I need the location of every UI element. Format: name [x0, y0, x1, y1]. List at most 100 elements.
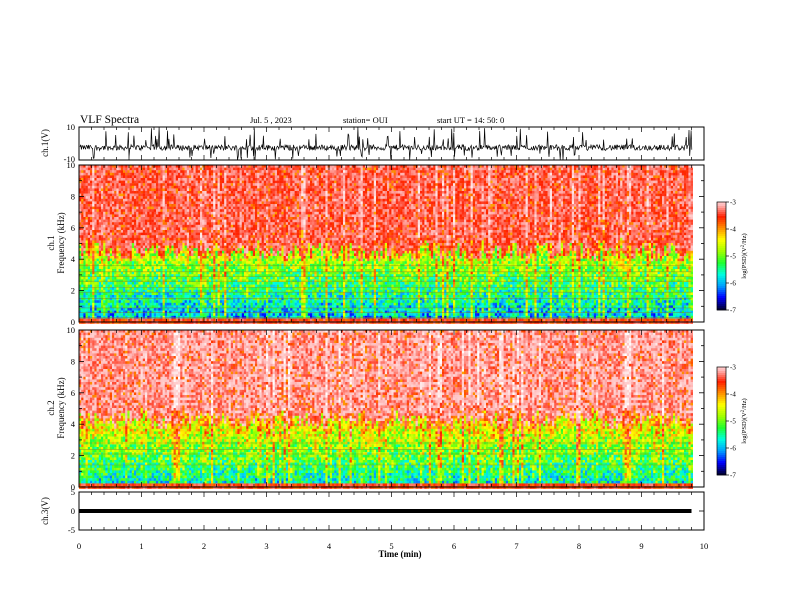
spectrogram-cell [109, 310, 113, 314]
spectrogram-cell [116, 214, 119, 218]
spectrogram-cell [171, 201, 174, 205]
spectrogram-cell [129, 209, 132, 212]
spectrogram-cell [250, 219, 253, 223]
spectrogram-cell [127, 274, 130, 277]
spectrogram-cell [228, 297, 231, 301]
spectrogram-cell [200, 263, 203, 267]
spectrogram-cell [197, 170, 201, 173]
spectrogram-cell [235, 289, 238, 293]
spectrogram-cell [228, 250, 231, 254]
spectrogram-cell [127, 224, 130, 228]
spectrogram-cell [217, 292, 220, 296]
spectrogram-cell [237, 310, 240, 314]
spectrogram-cell [101, 214, 104, 218]
spectrogram-cell [90, 206, 93, 210]
spectrogram-cell [83, 245, 86, 249]
spectrogram-cell [202, 318, 205, 322]
spectrogram-cell [149, 222, 152, 225]
spectrogram-cell [250, 224, 253, 228]
spectrogram-cell [226, 211, 229, 215]
spectrogram-cell [94, 183, 97, 186]
spectrogram-cell [171, 256, 174, 259]
spectrogram-cell [186, 318, 190, 322]
spectrogram-cell [204, 201, 207, 205]
spectrogram-cell [222, 214, 225, 218]
spectrogram-cell [230, 214, 234, 218]
spectrogram-cell [252, 214, 256, 218]
spectrogram-cell [222, 250, 225, 254]
spectrogram-cell [255, 266, 258, 270]
spectrogram-cell [162, 276, 165, 280]
spectrogram-cell [178, 297, 181, 301]
spectrogram-cell [120, 269, 124, 272]
spectrogram-cell [136, 227, 139, 231]
spectrogram-cell [156, 201, 159, 205]
spectrogram-cell [85, 167, 88, 171]
spectrogram-cell [215, 183, 218, 186]
spectrogram-cell [103, 196, 106, 199]
spectrogram-cell [250, 235, 253, 238]
spectrogram-cell [213, 276, 216, 280]
spectrogram-cell [101, 206, 104, 210]
spectrogram-cell [184, 305, 187, 309]
spectrogram-cell [136, 263, 139, 267]
spectrogram-cell [206, 250, 209, 254]
spectrogram-cell [101, 196, 104, 199]
spectrogram-cell [118, 217, 121, 220]
spectrogram-cell [191, 258, 194, 262]
spectrogram-cell [244, 219, 247, 223]
spectrogram-cell [206, 188, 209, 192]
spectrogram-cell [193, 258, 196, 262]
spectrogram-cell [255, 295, 258, 298]
spectrogram-cell [250, 170, 253, 173]
spectrogram-cell [162, 201, 165, 205]
spectrogram-cell [147, 172, 150, 176]
spectrogram-cell [178, 224, 181, 228]
spectrogram-cell [167, 274, 170, 277]
spectrogram-cell [81, 170, 84, 173]
spectrogram-cell [246, 230, 249, 233]
spectrogram-cell [129, 287, 132, 290]
spectrogram-cell [112, 292, 115, 296]
spectrogram-cell [105, 180, 108, 184]
spectrogram-cell [230, 318, 234, 322]
spectrogram-cell [107, 232, 110, 236]
spectrogram-cell [235, 191, 238, 194]
spectrogram-cell [193, 191, 196, 194]
spectrogram-cell [129, 232, 132, 236]
spectrogram-cell [167, 206, 170, 210]
spectrogram-cell [105, 178, 108, 181]
spectrogram-cell [162, 175, 165, 179]
spectrogram-cell [226, 279, 229, 283]
spectrogram-cell [92, 217, 95, 220]
spectrogram-cell [237, 279, 240, 283]
spectrogram-cell [127, 193, 130, 197]
spectrogram-cell [202, 276, 205, 280]
spectrogram-cell [160, 204, 163, 207]
spectrogram-cell [189, 214, 192, 218]
spectrogram-cell [158, 308, 161, 311]
spectrogram-cell [134, 297, 137, 301]
spectrogram-cell [94, 289, 97, 293]
spectrogram-cell [237, 178, 240, 181]
spectrogram-cell [116, 258, 119, 262]
spectrogram-cell [164, 175, 168, 179]
spectrogram-cell [228, 284, 231, 288]
spectrogram-cell [156, 167, 159, 171]
spectrogram-cell [246, 183, 249, 186]
spectrogram-cell [116, 196, 119, 199]
spectrogram-cell [101, 284, 104, 288]
spectrogram-cell [87, 308, 91, 311]
spectrogram-cell [142, 269, 146, 272]
spectrogram-cell [237, 217, 240, 220]
spectrogram-cell [178, 284, 181, 288]
spectrogram-cell [125, 282, 128, 285]
spectrogram-cell [160, 302, 163, 306]
spectrogram-cell [169, 180, 172, 184]
spectrogram-cell [90, 209, 93, 212]
spectrogram-cell [138, 209, 141, 212]
spectrogram-cell [193, 222, 196, 225]
spectrogram-cell [131, 209, 135, 212]
spectrogram-cell [156, 185, 159, 189]
spectrogram-cell [217, 170, 220, 173]
